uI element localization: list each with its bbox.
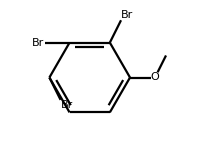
Text: Br: Br [32,38,45,48]
Text: O: O [151,73,159,82]
Text: Br: Br [61,100,73,110]
Text: Br: Br [121,10,133,20]
